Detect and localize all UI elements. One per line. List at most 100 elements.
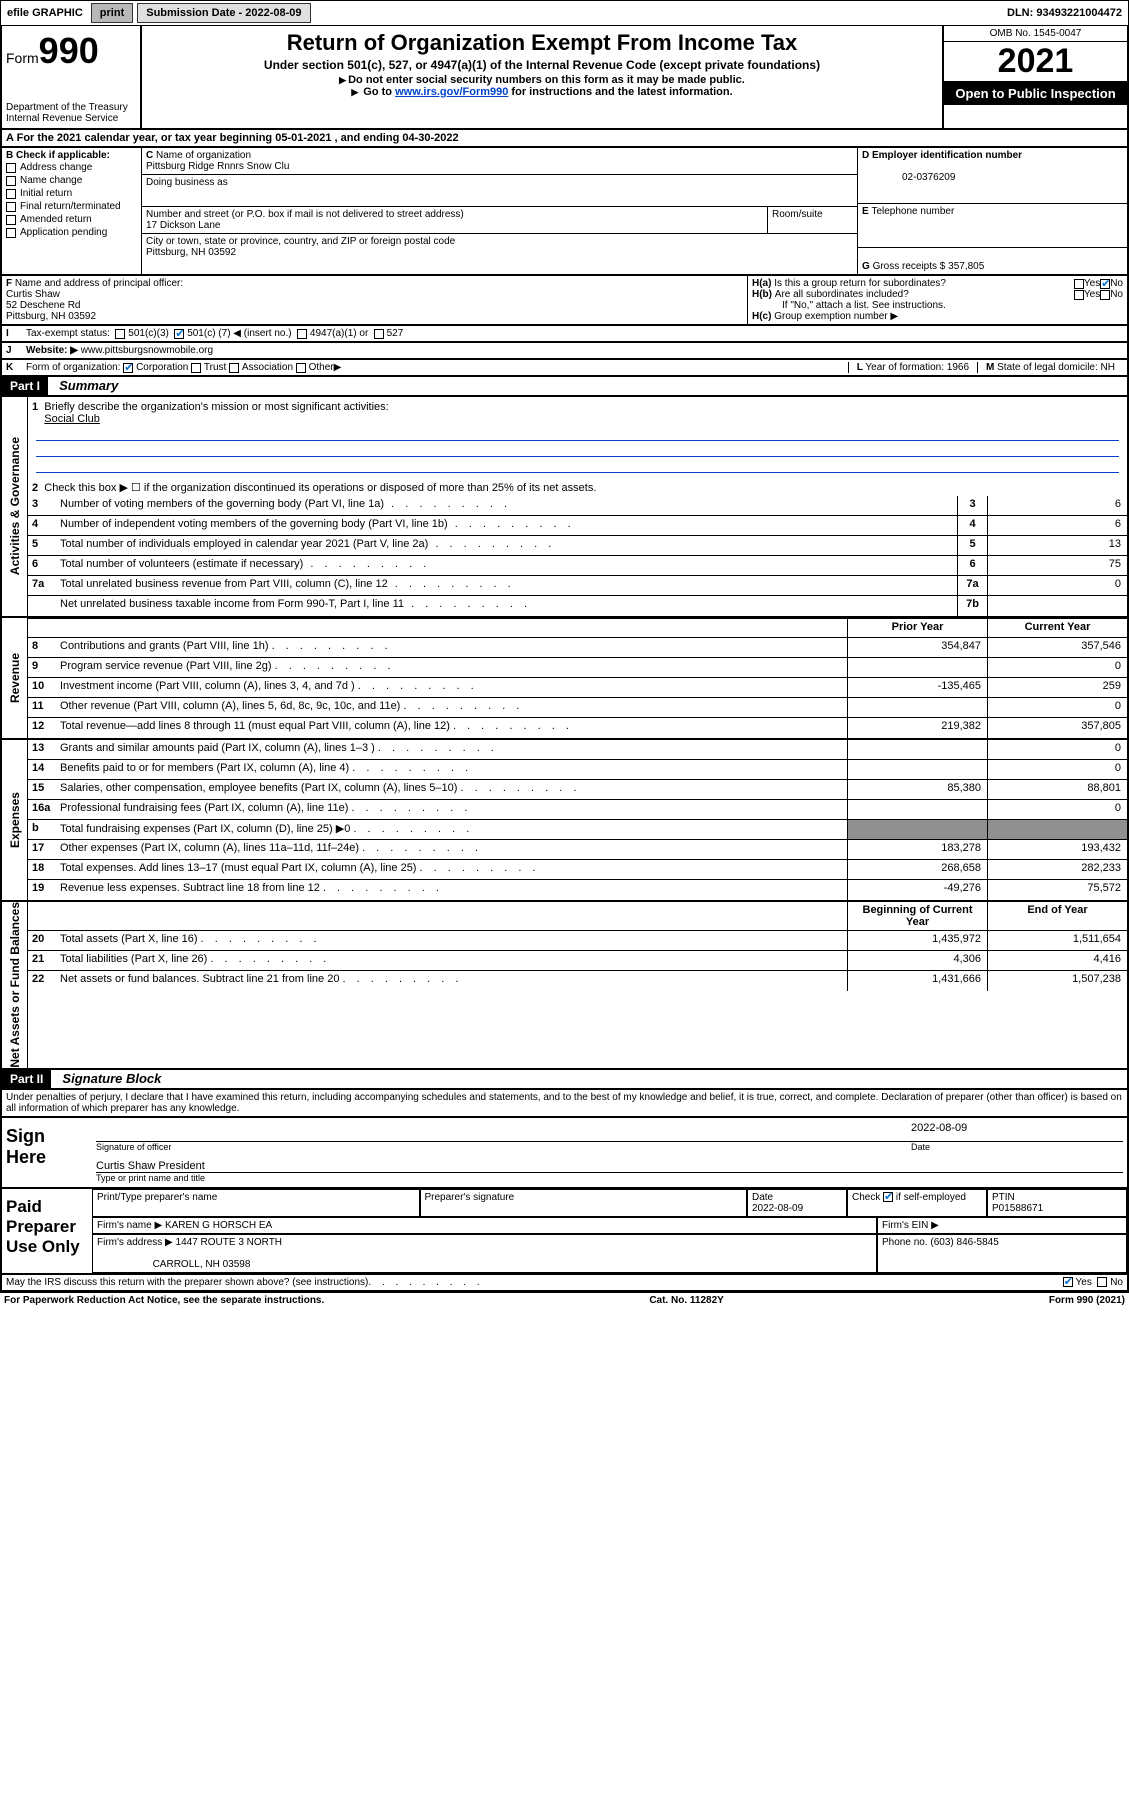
ha-yes-checkbox[interactable]	[1074, 279, 1084, 289]
sign-here-label: Sign Here	[2, 1118, 92, 1187]
submission-date-button[interactable]: Submission Date - 2022-08-09	[137, 3, 310, 23]
summary-row: 22Net assets or fund balances. Subtract …	[28, 971, 1127, 991]
other-checkbox[interactable]	[296, 363, 306, 373]
corporation-checkbox[interactable]	[123, 363, 133, 373]
current-year-value: 1,511,654	[987, 931, 1127, 950]
prior-year-value: 1,435,972	[847, 931, 987, 950]
part1-tag: Part I	[2, 377, 48, 395]
hb-yes-checkbox[interactable]	[1074, 290, 1084, 300]
prior-year-value: 85,380	[847, 780, 987, 799]
line-text: Grants and similar amounts paid (Part IX…	[56, 740, 847, 759]
line-value: 6	[987, 496, 1127, 515]
checkbox[interactable]	[6, 228, 16, 238]
summary-row: 14Benefits paid to or for members (Part …	[28, 760, 1127, 780]
501c-checkbox[interactable]	[174, 329, 184, 339]
print-button[interactable]: print	[91, 3, 133, 23]
line-text: Program service revenue (Part VIII, line…	[56, 658, 847, 677]
city-box: City or town, state or province, country…	[142, 234, 857, 260]
line-number: 19	[28, 880, 56, 900]
checkbox[interactable]	[6, 176, 16, 186]
line-text: Professional fundraising fees (Part IX, …	[56, 800, 847, 819]
dba-box: Doing business as	[142, 175, 857, 207]
irs-label: Internal Revenue Service	[6, 113, 136, 124]
ag-label: Activities & Governance	[8, 437, 22, 575]
summary-row: 13Grants and similar amounts paid (Part …	[28, 740, 1127, 760]
officer-label: Name and address of principal officer:	[15, 278, 183, 289]
checkbox[interactable]	[6, 189, 16, 199]
entity-info-row: B Check if applicable: Address changeNam…	[0, 148, 1129, 276]
527-label: 527	[387, 328, 404, 339]
name-title-label: Type or print name and title	[96, 1173, 1123, 1183]
checkbox-label: Application pending	[20, 227, 107, 238]
trust-checkbox[interactable]	[191, 363, 201, 373]
yes-label: Yes	[1076, 1277, 1092, 1288]
line-text: Net unrelated business taxable income fr…	[56, 596, 957, 616]
form-990: 990	[39, 30, 99, 71]
line-text: Total assets (Part X, line 16)	[56, 931, 847, 950]
prior-year-value: 4,306	[847, 951, 987, 970]
501c-pre: 501(c) (	[187, 328, 221, 339]
form-header: Form990 Department of the Treasury Inter…	[0, 26, 1129, 130]
ha-no-checkbox[interactable]	[1100, 279, 1110, 289]
summary-row: 18Total expenses. Add lines 13–17 (must …	[28, 860, 1127, 880]
current-year-value	[987, 820, 1127, 839]
prior-year-value	[847, 658, 987, 677]
sig-officer-label: Signature of officer	[96, 1142, 903, 1152]
firm-name-cell: Firm's name ▶ KAREN G HORSCH EA	[92, 1217, 877, 1234]
address-label: Number and street (or P.O. box if mail i…	[146, 209, 464, 220]
prep-name-header: Print/Type preparer's name	[92, 1189, 420, 1217]
discuss-yes-checkbox[interactable]	[1063, 1277, 1073, 1287]
line-value: 6	[987, 516, 1127, 535]
line-text: Salaries, other compensation, employee b…	[56, 780, 847, 799]
officer-signature-line[interactable]	[96, 1122, 903, 1142]
summary-row: 9Program service revenue (Part VIII, lin…	[28, 658, 1127, 678]
address-box: Number and street (or P.O. box if mail i…	[142, 207, 767, 234]
open-to-public: Open to Public Inspection	[944, 82, 1127, 105]
mission-row: 1 Briefly describe the organization's mi…	[28, 397, 1127, 425]
checkbox[interactable]	[6, 215, 16, 225]
501c3-checkbox[interactable]	[115, 329, 125, 339]
prior-year-value: 268,658	[847, 860, 987, 879]
section-h: H(a) Is this a group return for subordin…	[747, 276, 1127, 324]
end-year-header: End of Year	[987, 902, 1127, 930]
corporation-label: Corporation	[136, 362, 188, 373]
q2-text: Check this box ▶ ☐ if the organization d…	[44, 482, 596, 494]
hb-no-checkbox[interactable]	[1100, 290, 1110, 300]
dln-label: DLN: 93493221004472	[1001, 7, 1128, 19]
prior-year-value	[847, 820, 987, 839]
line-text: Other revenue (Part VIII, column (A), li…	[56, 698, 847, 717]
officer-name: Curtis Shaw	[6, 289, 60, 300]
prep-sig-header: Preparer's signature	[420, 1189, 748, 1217]
association-checkbox[interactable]	[229, 363, 239, 373]
section-a-taxyear: A For the 2021 calendar year, or tax yea…	[2, 130, 1127, 146]
checkbox[interactable]	[6, 163, 16, 173]
current-year-value: 0	[987, 698, 1127, 717]
discuss-no-checkbox[interactable]	[1097, 1277, 1107, 1287]
ein-box: D Employer identification number 02-0376…	[858, 148, 1127, 204]
hb-label: Are all subordinates included?	[775, 289, 1074, 300]
section-b: B Check if applicable: Address changeNam…	[2, 148, 142, 274]
no-label: No	[1110, 278, 1123, 289]
527-checkbox[interactable]	[374, 329, 384, 339]
line-number: 22	[28, 971, 56, 991]
ein-value: 02-0376209	[862, 172, 955, 183]
other-label: Other	[309, 362, 334, 373]
line-text: Number of voting members of the governin…	[56, 496, 957, 515]
prior-year-value	[847, 760, 987, 779]
4947-checkbox[interactable]	[297, 329, 307, 339]
irs-form990-link[interactable]: www.irs.gov/Form990	[395, 86, 508, 98]
self-employed-checkbox[interactable]	[883, 1192, 893, 1202]
line-value: 0	[987, 576, 1127, 595]
summary-row: 10Investment income (Part VIII, column (…	[28, 678, 1127, 698]
discuss-row: May the IRS discuss this return with the…	[0, 1275, 1129, 1292]
q2-row: 2 Check this box ▶ ☐ if the organization…	[28, 473, 1127, 496]
summary-row: 16aProfessional fundraising fees (Part I…	[28, 800, 1127, 820]
line-text: Contributions and grants (Part VIII, lin…	[56, 638, 847, 657]
form-title: Return of Organization Exempt From Incom…	[146, 30, 938, 56]
page-footer: For Paperwork Reduction Act Notice, see …	[0, 1292, 1129, 1308]
checkbox[interactable]	[6, 202, 16, 212]
line-box: 3	[957, 496, 987, 515]
form-header-center: Return of Organization Exempt From Incom…	[142, 26, 942, 128]
part1-bar: Part I Summary	[0, 377, 1129, 397]
line-number: 9	[28, 658, 56, 677]
